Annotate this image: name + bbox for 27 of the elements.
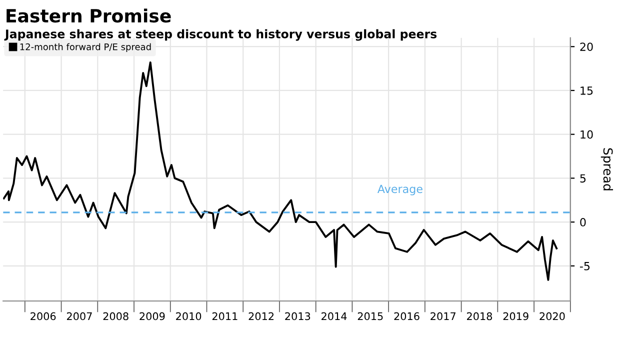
x-tick-label: 2018 (466, 312, 492, 320)
chart-subtitle: Japanese shares at steep discount to history versus global peers (4, 29, 437, 41)
y-tick-label: 5 (580, 174, 586, 183)
y-tick-label: -5 (580, 262, 590, 270)
x-tick-label: 2020 (540, 312, 565, 320)
y-axis-title: Spread (600, 148, 614, 190)
x-tick-label: 2008 (103, 312, 128, 320)
x-tick-label: 2016 (394, 312, 420, 320)
x-tick-label: 2011 (212, 312, 238, 320)
x-tick-label: 2014 (322, 312, 347, 320)
ref-line-label: Average (377, 184, 422, 196)
chart-title: Eastern Promise (6, 8, 171, 23)
line-series (3, 61, 558, 281)
y-tick-label: 10 (580, 130, 593, 139)
y-tick-label: 20 (580, 42, 593, 51)
x-tick-label: 2012 (248, 312, 274, 320)
legend-label: 12-month forward P/E spread (20, 43, 151, 52)
x-tick-label: 2019 (503, 312, 528, 320)
x-tick-label: 2007 (66, 312, 92, 320)
y-tick-label: 0 (580, 218, 586, 226)
x-tick-label: 2010 (176, 312, 202, 320)
x-tick-label: 2009 (140, 312, 165, 320)
x-tick-label: 2013 (285, 312, 310, 320)
x-tick-label: 2015 (358, 312, 383, 320)
y-tick-label: 15 (580, 86, 593, 95)
x-tick-label: 2006 (30, 312, 56, 320)
x-tick-label: 2017 (430, 312, 456, 320)
